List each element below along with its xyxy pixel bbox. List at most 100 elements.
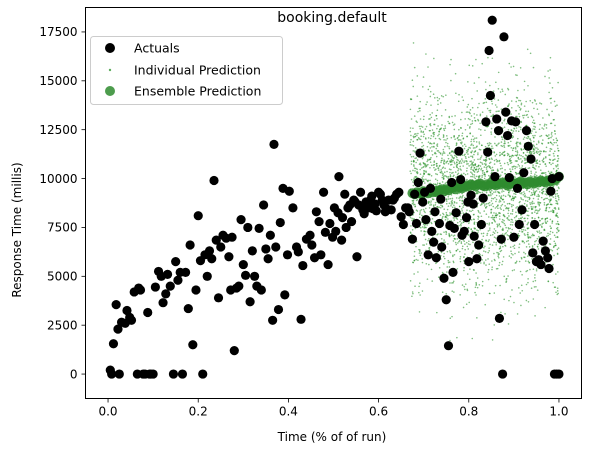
individual-prediction-point [468,64,471,67]
actual-point [371,206,381,216]
individual-prediction-point [539,150,541,152]
individual-prediction-point [409,130,412,133]
individual-prediction-point [531,194,534,196]
individual-prediction-point [436,162,438,165]
individual-prediction-point [490,204,492,206]
individual-prediction-point [440,233,443,236]
actual-point [216,242,226,252]
individual-prediction-point [485,166,488,169]
individual-prediction-point [520,192,522,195]
individual-prediction-point [439,164,441,167]
individual-prediction-point [451,282,453,284]
individual-prediction-point [475,175,478,178]
individual-prediction-point [523,202,526,205]
individual-prediction-point [546,135,549,138]
individual-prediction-point [473,170,475,173]
individual-prediction-point [467,103,470,106]
individual-prediction-point [425,53,427,55]
individual-prediction-point [535,239,538,242]
individual-prediction-point [531,200,534,203]
individual-prediction-point [486,165,489,168]
actual-point [265,230,275,240]
actual-point [181,267,191,277]
individual-prediction-point [499,250,502,253]
individual-prediction-point [488,142,491,144]
individual-prediction-point [483,159,486,162]
individual-prediction-point [446,208,449,211]
actual-point [150,282,160,292]
individual-prediction-point [534,126,537,128]
individual-prediction-point [535,190,538,192]
individual-prediction-point [492,197,495,200]
individual-prediction-point [465,303,468,306]
individual-prediction-point [508,219,511,222]
individual-prediction-point [506,152,509,155]
individual-prediction-point [442,135,445,137]
individual-prediction-point [500,136,503,138]
individual-prediction-point [477,170,480,173]
individual-prediction-point [471,252,473,254]
individual-prediction-point [489,109,492,112]
individual-prediction-point [448,145,450,148]
individual-prediction-point [476,317,478,319]
individual-prediction-point [537,243,540,246]
individual-prediction-point [513,192,515,195]
individual-prediction-point [486,170,488,173]
individual-prediction-point [516,150,519,152]
individual-prediction-point [517,163,520,166]
individual-prediction-point [504,93,507,96]
individual-prediction-point [484,98,487,100]
legend: Actuals Individual Prediction Ensemble P… [90,36,283,105]
individual-prediction-point [493,228,496,230]
individual-prediction-point [518,142,521,145]
individual-prediction-point [553,141,556,144]
individual-prediction-point [469,112,471,115]
individual-prediction-point [533,145,535,148]
individual-prediction-point [505,231,508,234]
individual-prediction-point [478,167,481,170]
individual-prediction-point [540,218,543,220]
individual-prediction-point [437,103,439,106]
individual-prediction-point [527,235,529,238]
individual-prediction-point [478,174,481,177]
actual-point [209,175,219,186]
individual-prediction-point [510,198,513,200]
individual-prediction-point [533,211,536,213]
individual-prediction-point [419,118,422,120]
individual-prediction-point [555,137,558,140]
individual-prediction-point [503,219,505,222]
individual-prediction-point [471,172,473,174]
individual-prediction-point [520,102,523,105]
individual-prediction-point [440,204,442,206]
individual-prediction-point [541,159,544,162]
individual-prediction-point [467,234,469,236]
individual-prediction-point [466,106,469,108]
individual-prediction-point [557,167,559,170]
actual-point [249,271,260,281]
individual-prediction-point [419,212,421,214]
individual-prediction-point [420,167,423,169]
individual-prediction-point [429,179,431,182]
individual-prediction-point [466,150,469,153]
individual-prediction-point [509,155,511,157]
actual-point [519,168,529,178]
actual-point [331,226,341,236]
individual-prediction-point [459,258,461,260]
individual-prediction-point [557,223,560,226]
individual-prediction-point [512,136,515,138]
individual-prediction-point [474,164,477,167]
individual-prediction-point [524,256,526,259]
individual-prediction-point [453,161,456,163]
individual-prediction-point [512,245,514,248]
individual-prediction-point [443,171,446,173]
individual-prediction-point [518,158,520,161]
individual-prediction-point [430,175,433,177]
individual-prediction-point [503,162,506,165]
actual-point [108,339,119,349]
actual-point [439,273,449,283]
individual-prediction-point [447,196,450,198]
individual-prediction-point [442,151,445,153]
individual-prediction-point [445,135,448,137]
actual-point [177,369,188,379]
